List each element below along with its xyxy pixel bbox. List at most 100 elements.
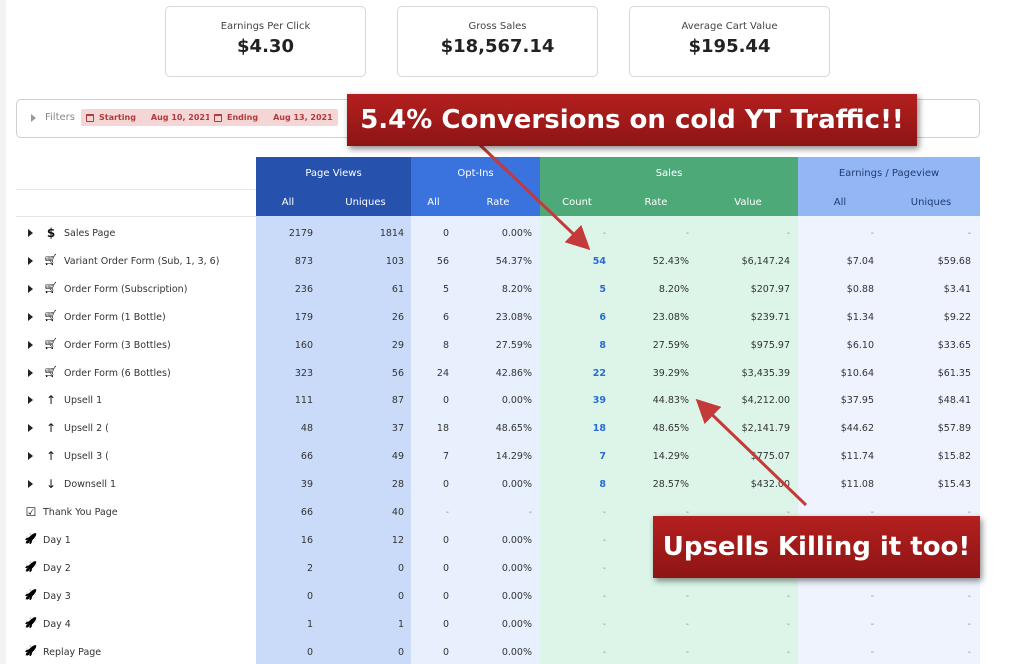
step-name[interactable]: Day 1 <box>43 534 71 546</box>
table-row[interactable]: ↑ Upsell 1 111 87 0 0.00% 39 44.83% $4,212.00 $37… <box>16 386 980 414</box>
cell-s-rate: 52.43% <box>652 255 689 267</box>
table-row[interactable]: ↓ Downsell 1 39 28 0 0.00% 8 28.57% $432.00 $11.0… <box>16 470 980 498</box>
cell-oi-rate: 0.00% <box>501 590 532 602</box>
subheader-oi-all[interactable]: All <box>411 189 456 216</box>
step-name[interactable]: Upsell 1 <box>64 395 103 407</box>
caret-right-icon[interactable] <box>31 114 36 122</box>
cell-oi-rate: 0.00% <box>501 479 532 491</box>
table-row[interactable]: 🚀 Day 3 0 0 0 0.00% - - - - - <box>16 582 980 610</box>
step-name[interactable]: Order Form (3 Bottles) <box>64 339 171 351</box>
step-name[interactable]: Sales Page <box>64 228 116 239</box>
cell-s-count: 39 <box>592 395 606 407</box>
cell-e-uniques: - <box>967 507 971 518</box>
subheader-sales-value[interactable]: Value <box>698 189 798 216</box>
cell-pv-uniques: 0 <box>397 562 404 574</box>
cell-oi-rate: 0.00% <box>501 618 532 630</box>
step-name[interactable]: Upsell 3 ( <box>64 451 109 463</box>
step-name[interactable]: Day 2 <box>43 562 71 574</box>
cell-s-count: - <box>602 618 606 630</box>
cart-icon: 🛒 <box>44 338 58 350</box>
cell-e-all: - <box>870 507 874 518</box>
subheader-earnings-all[interactable]: All <box>798 189 882 216</box>
arrow-up-icon: ↑ <box>45 421 57 436</box>
cell-pv-all: 323 <box>294 367 313 379</box>
subheader-oi-rate[interactable]: Rate <box>456 189 540 216</box>
cell-s-rate: - <box>685 228 689 239</box>
ending-date-filter[interactable]: Ending Aug 13, 2021 <box>209 109 338 126</box>
expand-caret-icon[interactable] <box>28 480 33 489</box>
table-row[interactable]: ↑ Upsell 3 (66 49 7 14.29% 7 14.29% $775.07 $11.… <box>16 442 980 470</box>
expand-caret-icon[interactable] <box>28 368 33 377</box>
cell-e-all: - <box>870 618 874 630</box>
cell-s-count: - <box>602 534 606 546</box>
cell-oi-all: 0 <box>442 479 449 491</box>
cell-s-count: 18 <box>592 423 606 435</box>
step-name[interactable]: Order Form (Subscription) <box>64 283 188 295</box>
cell-oi-rate: 42.86% <box>495 367 532 379</box>
cell-s-value: $207.97 <box>750 283 790 295</box>
cell-oi-all: 8 <box>442 339 449 351</box>
table-row[interactable]: 🛒 Variant Order Form (Sub, 1, 3, 6) 873 103… <box>16 247 980 275</box>
cell-s-value: $6,147.24 <box>741 255 790 267</box>
cell-e-all: $6.10 <box>846 339 874 351</box>
cell-oi-rate: 8.20% <box>501 283 532 295</box>
table-row[interactable]: ☑ Thank You Page 66 40 - - - - - - - <box>16 498 980 526</box>
cell-pv-all: 66 <box>300 451 313 463</box>
cell-e-uniques: - <box>967 646 971 658</box>
kpi-value: $18,567.14 <box>440 36 555 57</box>
expand-caret-icon[interactable] <box>28 312 33 321</box>
table-row[interactable]: 🛒 Order Form (Subscription) 236 61 5 8.20% 5 8.… <box>16 275 980 303</box>
table-row[interactable]: ↑ Upsell 2 (48 37 18 48.65% 18 48.65% $2,141.79… <box>16 414 980 442</box>
table-row[interactable]: $ Sales Page 2179 1814 0 0.00% - - - - - <box>16 219 980 247</box>
cell-s-value: $975.97 <box>750 339 790 351</box>
cell-oi-rate: 14.29% <box>495 451 532 463</box>
cell-s-count: - <box>602 562 606 574</box>
step-name[interactable]: Day 3 <box>43 590 71 602</box>
table-row[interactable]: 🛒 Order Form (1 Bottle) 179 26 6 23.08% 6 23.08… <box>16 303 980 331</box>
expand-caret-icon[interactable] <box>28 256 33 265</box>
expand-caret-icon[interactable] <box>28 424 33 433</box>
header-sales[interactable]: Sales <box>540 157 798 189</box>
step-name[interactable]: Upsell 2 ( <box>64 423 109 435</box>
header-page-views[interactable]: Page Views <box>256 157 411 189</box>
table-row[interactable]: 🚀 Day 4 1 1 0 0.00% - - - - - <box>16 610 980 638</box>
subheader-pv-uniques[interactable]: Uniques <box>320 189 411 216</box>
cell-e-uniques: $48.41 <box>937 395 971 407</box>
step-name[interactable]: Order Form (6 Bottles) <box>64 367 171 379</box>
step-name[interactable]: Day 4 <box>43 618 71 630</box>
step-name[interactable]: Replay Page <box>43 646 102 658</box>
step-name[interactable]: Downsell 1 <box>64 479 117 491</box>
expand-caret-icon[interactable] <box>28 340 33 349</box>
expand-caret-icon[interactable] <box>28 284 33 293</box>
subheader-pv-all[interactable]: All <box>256 189 320 216</box>
rocket-icon: 🚀 <box>24 589 38 601</box>
cell-e-all: $1.34 <box>846 311 874 323</box>
rocket-icon: 🚀 <box>24 533 38 545</box>
cell-s-rate: - <box>685 507 689 518</box>
step-name[interactable]: Variant Order Form (Sub, 1, 3, 6) <box>64 255 220 267</box>
starting-label: Starting <box>99 113 136 122</box>
step-name[interactable]: Order Form (1 Bottle) <box>64 311 166 323</box>
subheader-earnings-uniques[interactable]: Uniques <box>882 189 980 216</box>
step-name[interactable]: Thank You Page <box>43 507 118 518</box>
cell-s-value: $3,435.39 <box>741 367 790 379</box>
cell-oi-rate: 0.00% <box>501 228 532 239</box>
cell-pv-uniques: 0 <box>397 590 404 602</box>
table-row[interactable]: 🛒 Order Form (6 Bottles) 323 56 24 42.86% 22 39… <box>16 359 980 387</box>
expand-caret-icon[interactable] <box>28 229 33 237</box>
subheader-sales-rate[interactable]: Rate <box>614 189 698 216</box>
table-row[interactable]: 🛒 Order Form (3 Bottles) 160 29 8 27.59% 8 27.5… <box>16 331 980 359</box>
expand-caret-icon[interactable] <box>28 452 33 461</box>
cell-e-all: $11.08 <box>840 479 874 491</box>
table-row[interactable]: 🚀 Replay Page 0 0 0 0.00% - - - - - <box>16 638 980 664</box>
cell-pv-uniques: 56 <box>391 367 404 379</box>
starting-date-filter[interactable]: Starting Aug 10, 2021 <box>81 109 216 126</box>
filters-label[interactable]: Filters <box>45 112 75 123</box>
cell-pv-all: 48 <box>300 423 313 435</box>
subheader-sales-count[interactable]: Count <box>540 189 614 216</box>
kpi-label: Average Cart Value <box>681 21 778 32</box>
header-opt-ins[interactable]: Opt-Ins <box>411 157 540 189</box>
expand-caret-icon[interactable] <box>28 396 33 405</box>
cell-pv-all: 111 <box>294 395 313 407</box>
header-earnings-pageview[interactable]: Earnings / Pageview <box>798 157 980 189</box>
